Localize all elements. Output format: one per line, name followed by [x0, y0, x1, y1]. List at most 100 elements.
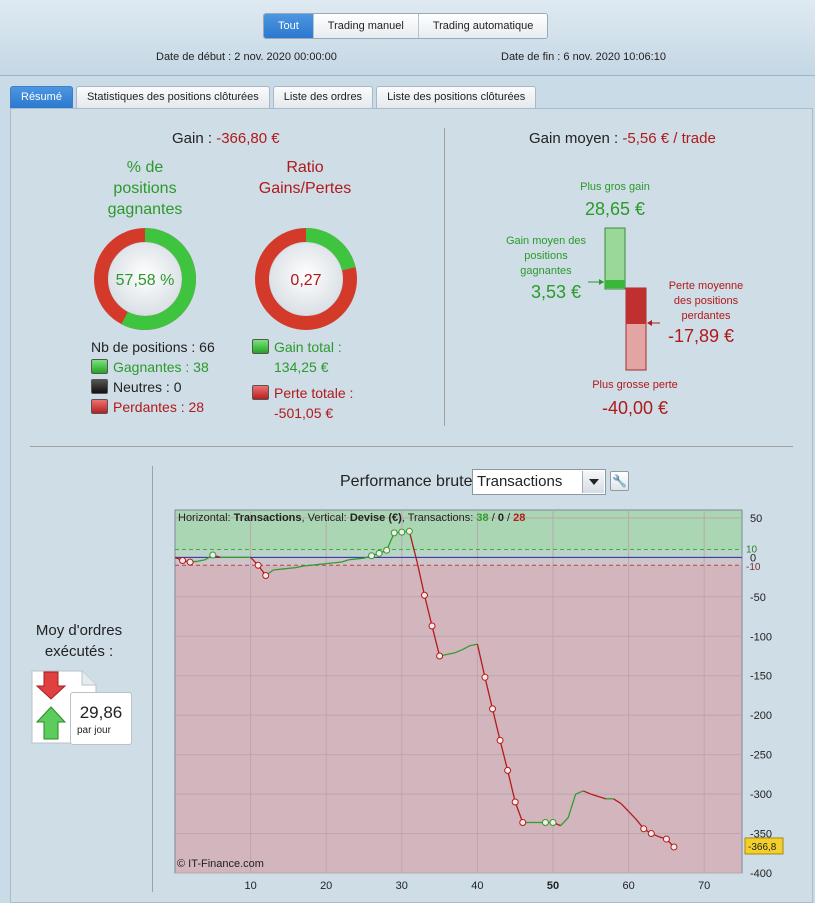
- end-date: Date de fin : 6 nov. 2020 10:06:10: [501, 51, 666, 63]
- end-date-value: 6 nov. 2020 10:06:10: [563, 51, 666, 63]
- series-segment: [499, 740, 509, 771]
- info-sep: /: [503, 512, 514, 524]
- gain-range-bars: [588, 227, 660, 371]
- tab-statistiques[interactable]: Statistiques des positions clôturées: [75, 86, 270, 108]
- segment-tout[interactable]: Tout: [264, 14, 314, 38]
- performance-dropdown[interactable]: Transactions: [472, 469, 606, 495]
- x-tick-label: 20: [320, 880, 332, 892]
- trade-marker: [496, 736, 504, 744]
- trade-marker: [489, 705, 497, 713]
- series-segment: [582, 790, 592, 795]
- ordres-title-line: Moy d'ordres: [35, 622, 123, 639]
- trade-marker: [519, 818, 527, 826]
- trade-marker: [436, 652, 444, 660]
- perte-moyenne-label: Perte moyenne des positions perdantes: [666, 279, 746, 324]
- trade-marker: [511, 798, 519, 806]
- trade-marker: [375, 549, 383, 557]
- gain-value: -366,80 €: [216, 130, 280, 147]
- trade-marker: [662, 835, 670, 843]
- green-square-icon: [91, 359, 108, 374]
- gain-range-bar: [604, 227, 626, 290]
- ratio-value: 0,27: [290, 272, 321, 289]
- series-segment: [197, 559, 206, 562]
- pct-donut-win: [94, 228, 196, 330]
- x-tick-label: 70: [698, 880, 710, 892]
- pct-title: % de positions gagnantes: [95, 157, 195, 220]
- info-win: 38: [476, 512, 489, 524]
- segment-trading-manuel[interactable]: Trading manuel: [313, 14, 419, 38]
- pct-title-line: positions: [113, 180, 177, 197]
- series-segment: [273, 568, 281, 571]
- legend-neutres: Neutres : 0: [91, 377, 215, 397]
- trade-marker: [549, 818, 557, 826]
- perte-moyenne-value: -17,89 €: [668, 326, 735, 346]
- series-segment: [318, 563, 327, 566]
- y-tick-label: -200: [750, 710, 772, 722]
- gagnantes-text: Gagnantes : 38: [113, 359, 209, 375]
- series-segment: [431, 625, 441, 657]
- x-tick-label: 50: [547, 880, 559, 892]
- y-tick-label: -50: [750, 592, 766, 604]
- trade-marker: [428, 622, 436, 630]
- tab-liste-positions[interactable]: Liste des positions clôturées: [376, 86, 537, 108]
- y-tick-label: -300: [750, 789, 772, 801]
- label-line: perdantes: [681, 310, 731, 322]
- series-segment: [628, 810, 637, 820]
- series-segment: [613, 798, 622, 805]
- neutres-text: Neutres : 0: [113, 379, 182, 395]
- y-tick-label: -250: [750, 750, 772, 762]
- chart-info: Horizontal: Transactions, Vertical: Devi…: [178, 512, 525, 524]
- series-segment: [507, 770, 516, 803]
- ordres-value-box: 29,86 par jour: [70, 692, 132, 745]
- nb-positions: Nb de positions : 66: [91, 339, 215, 355]
- header-bar: Tout Trading manuel Trading automatique …: [0, 0, 815, 76]
- label-line: positions: [524, 250, 568, 262]
- perte-totale-value: -501,05 €: [274, 405, 334, 421]
- series-segment: [303, 564, 312, 567]
- legend-gagnantes: Gagnantes : 38: [91, 357, 215, 377]
- gain-label: Gain :: [172, 130, 213, 147]
- positions-legend: Nb de positions : 66 Gagnantes : 38 Neut…: [91, 337, 215, 417]
- vertical-divider: [444, 128, 445, 426]
- green-square-icon: [252, 339, 269, 354]
- chevron-down-icon[interactable]: [582, 471, 604, 493]
- gain-moyen-value: -5,56 € / trade: [622, 130, 716, 147]
- series-segment: [454, 649, 463, 654]
- ratio-title-line: Ratio: [286, 159, 324, 176]
- ordres-title: Moy d'ordres exécutés :: [20, 620, 138, 662]
- series-segment: [326, 562, 334, 565]
- pct-donut: 57,58 %: [94, 228, 196, 330]
- totals-legend: Gain total : 134,25 € Perte totale : -50…: [252, 337, 353, 423]
- series-segment: [356, 557, 365, 560]
- series-segment: [590, 793, 599, 798]
- label-line: Perte moyenne: [668, 280, 744, 292]
- trade-marker: [262, 571, 270, 579]
- trade-marker: [670, 843, 678, 851]
- red-square-icon: [91, 399, 108, 414]
- ratio-donut: 0,27: [255, 228, 357, 330]
- trade-marker: [383, 546, 391, 554]
- series-segment: [333, 561, 342, 564]
- loss-arrow-head-icon: [647, 320, 652, 326]
- series-segment: [288, 566, 297, 570]
- segment-trading-automatique[interactable]: Trading automatique: [418, 14, 548, 38]
- plus-gros-gain-label: Plus gros gain: [580, 181, 650, 193]
- chart-copyright: © IT-Finance.com: [177, 858, 264, 870]
- label-line: des positions: [673, 295, 739, 307]
- series-segment: [416, 561, 426, 596]
- tab-liste-ordres[interactable]: Liste des ordres: [272, 86, 374, 108]
- gain-moyen-marker: [605, 280, 625, 288]
- pct-title-line: gagnantes: [107, 201, 183, 218]
- trade-marker: [640, 825, 648, 833]
- start-date-value: 2 nov. 2020 00:00:00: [234, 51, 337, 63]
- wrench-icon[interactable]: 🔧: [610, 471, 629, 491]
- tab-resume[interactable]: Résumé: [10, 86, 73, 108]
- series-segment: [447, 652, 455, 656]
- trade-marker: [209, 551, 217, 559]
- y-tick-label: -400: [750, 868, 772, 880]
- series-segment: [280, 567, 289, 570]
- gain-total-label: Gain total :: [274, 339, 342, 355]
- y-tick-label: -150: [750, 671, 772, 683]
- band-lower-label: -10: [746, 562, 761, 573]
- label-line: gagnantes: [520, 265, 572, 277]
